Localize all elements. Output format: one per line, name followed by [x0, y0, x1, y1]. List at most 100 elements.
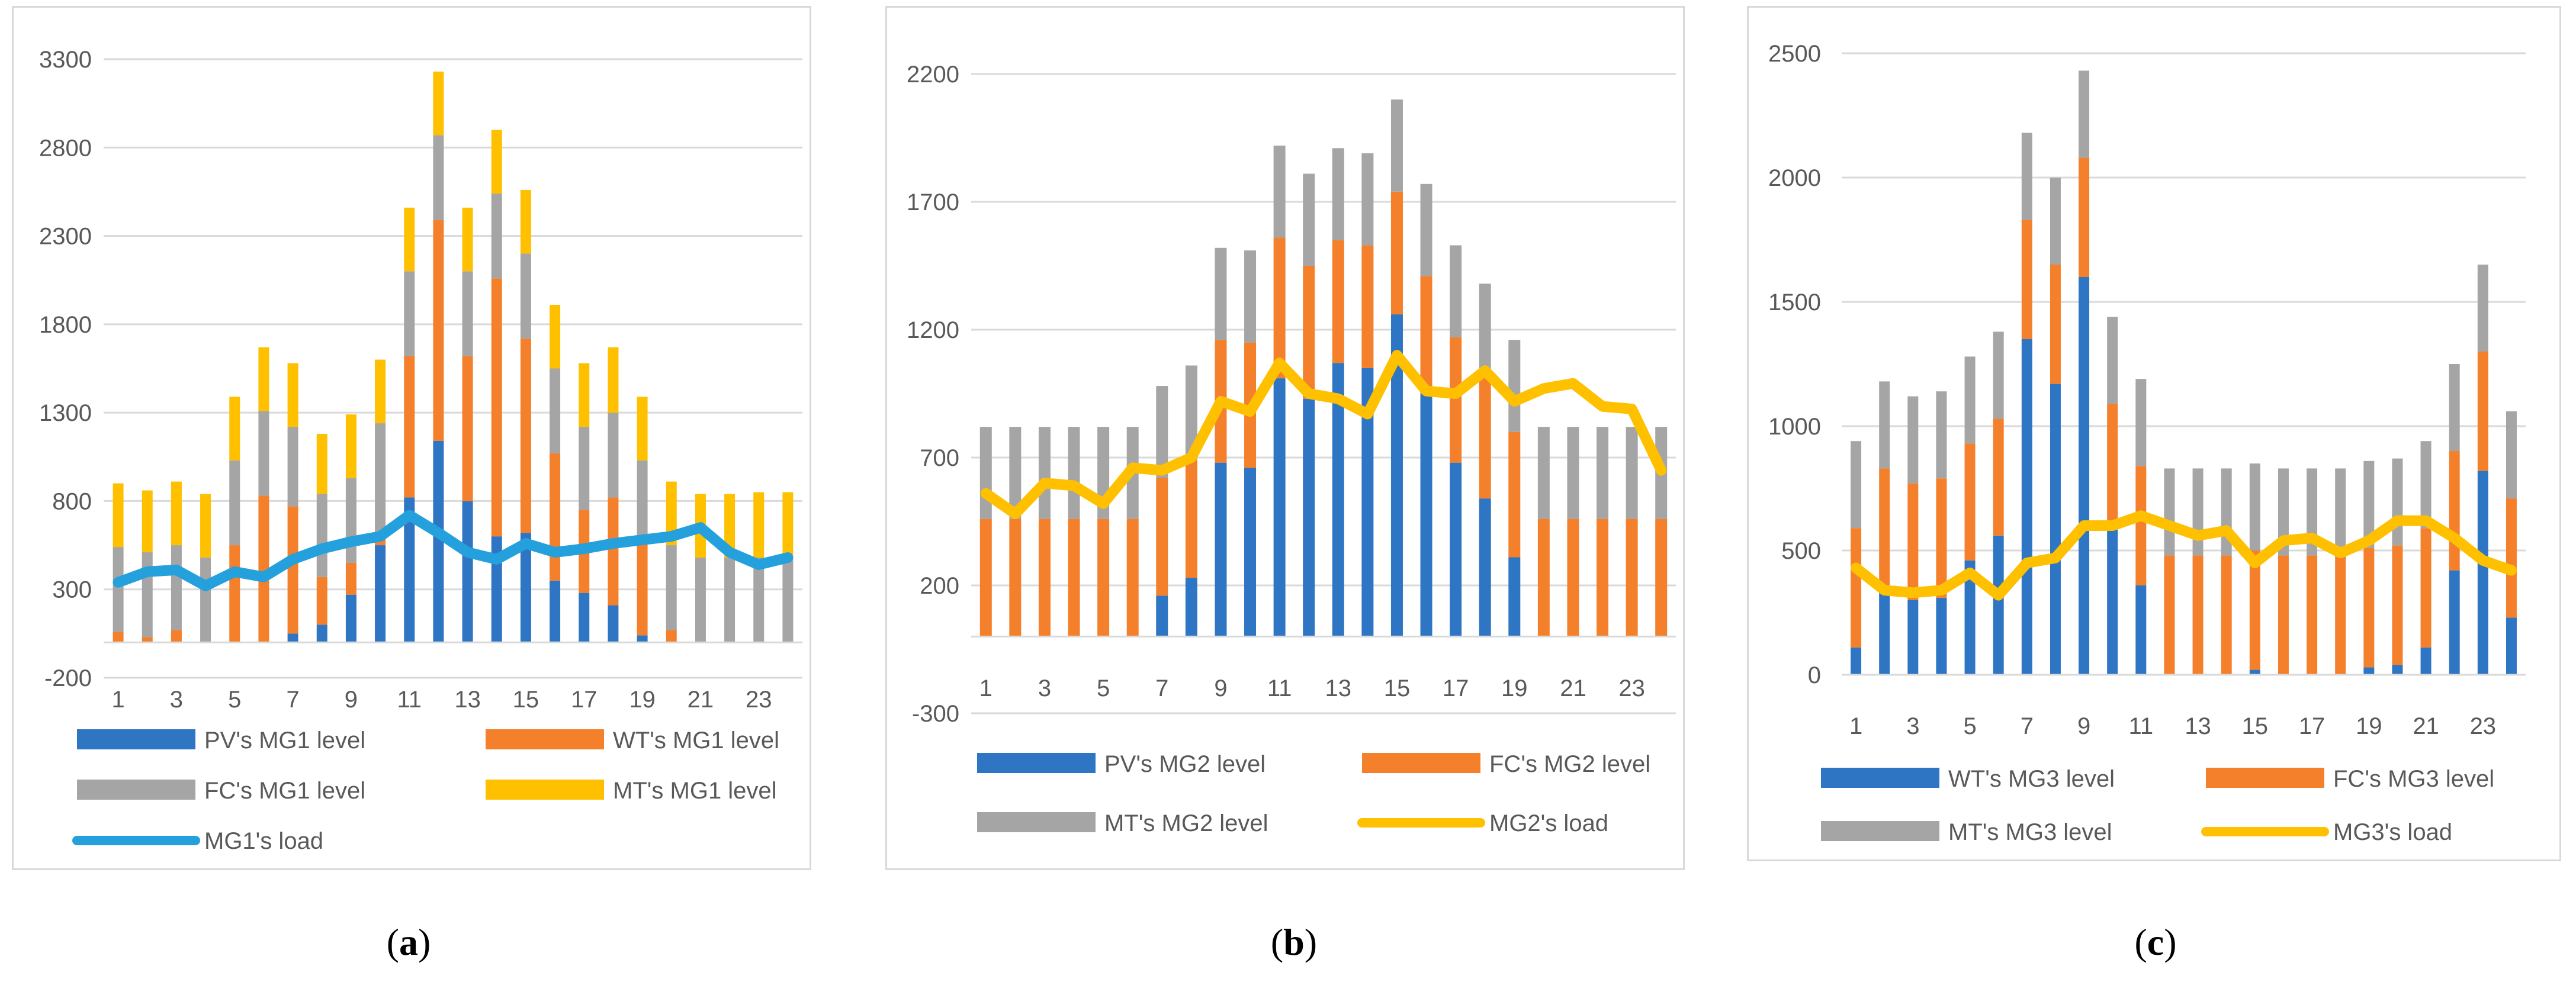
bar-mt-s-mg3-level: [2164, 468, 2175, 556]
x-tick-label: 15: [2242, 713, 2269, 739]
bar-mt-s-mg2-level: [1361, 153, 1374, 246]
bar-mt-s-mg2-level: [1332, 148, 1344, 240]
bar-mt-s-mg3-level: [1993, 331, 2004, 419]
bar-fc-s-mg3-level: [2335, 555, 2346, 675]
bar-fc-s-mg3-level: [2449, 451, 2460, 571]
bar-fc-s-mg2-level: [979, 519, 992, 637]
legend-swatch: [977, 753, 1096, 773]
bar-mt-s-mg1-level: [171, 481, 182, 546]
legend-label: MG2's load: [1489, 810, 1608, 836]
bar-fc-s-mg1-level: [404, 271, 415, 356]
bar-mt-s-mg2-level: [1567, 427, 1579, 519]
legend-label: MT's MG1 level: [613, 778, 777, 804]
bar-fc-s-mg3-level: [2278, 555, 2289, 675]
bar-fc-s-mg3-level: [1993, 418, 2004, 536]
bar-fc-s-mg3-level: [2249, 550, 2260, 670]
y-tick-label: 700: [920, 445, 959, 471]
bar-fc-s-mg3-level: [2392, 545, 2403, 665]
bar-pv-s-mg2-level: [1303, 398, 1315, 637]
bar-fc-s-mg2-level: [1097, 519, 1110, 637]
legend-item: MT's MG1 level: [486, 778, 777, 804]
legend-label: MG3's load: [2333, 819, 2452, 845]
x-tick-label: 7: [1155, 675, 1168, 701]
bar-wt-s-mg3-level: [2363, 667, 2375, 675]
bar-mt-s-mg3-level: [2278, 468, 2289, 556]
x-tick-label: 21: [688, 687, 714, 713]
bar-mt-s-mg2-level: [1068, 427, 1080, 519]
bar-fc-s-mg2-level: [1655, 519, 1668, 637]
caption-a-letter: a: [399, 921, 418, 963]
legend-label: WT's MG3 level: [1948, 766, 2115, 792]
bar-mt-s-mg3-level: [2392, 458, 2403, 546]
y-tick-label: -200: [44, 665, 92, 691]
x-tick-label: 9: [2077, 713, 2090, 739]
x-tick-label: 1: [111, 687, 124, 713]
bar-wt-s-mg3-level: [2107, 523, 2118, 675]
bar-fc-s-mg1-level: [579, 427, 590, 510]
bar-mt-s-mg2-level: [1479, 284, 1491, 376]
bar-mt-s-mg3-level: [2449, 364, 2460, 451]
legend-item: FC's MG1 level: [77, 778, 365, 804]
legend-item: FC's MG2 level: [1362, 751, 1650, 777]
bar-wt-s-mg3-level: [2449, 570, 2460, 675]
bar-fc-s-mg1-level: [142, 552, 153, 638]
bar-pv-s-mg2-level: [1420, 394, 1432, 637]
bar-fc-s-mg1-level: [113, 547, 124, 632]
caption-b-letter: b: [1283, 921, 1305, 963]
bar-mt-s-mg1-level: [345, 414, 356, 478]
bar-pv-s-mg1-level: [520, 533, 531, 643]
bar-fc-s-mg2-level: [1068, 519, 1080, 637]
legend-swatch: [1821, 821, 1939, 841]
x-tick-label: 3: [1038, 675, 1051, 701]
bar-fc-s-mg3-level: [2477, 352, 2488, 471]
bar-pv-s-mg2-level: [1390, 314, 1403, 637]
bar-mt-s-mg2-level: [1156, 386, 1168, 478]
bar-wt-s-mg1-level: [433, 220, 444, 441]
bar-fc-s-mg3-level: [2363, 548, 2375, 668]
bar-wt-s-mg3-level: [2506, 617, 2517, 675]
legend-label: PV's MG2 level: [1104, 751, 1265, 777]
y-tick-label: 200: [920, 573, 959, 599]
bar-fc-s-mg2-level: [1479, 375, 1491, 499]
bar-mt-s-mg1-level: [287, 363, 298, 427]
x-tick-label: 17: [571, 687, 598, 713]
bar-fc-s-mg2-level: [1626, 519, 1638, 637]
bar-fc-s-mg3-level: [2135, 466, 2147, 585]
bar-fc-s-mg2-level: [1038, 519, 1051, 637]
bar-fc-s-mg1-level: [316, 494, 327, 577]
bar-wt-s-mg3-level: [2249, 669, 2260, 675]
x-tick-label: 23: [1618, 675, 1645, 701]
bar-mt-s-mg1-level: [258, 347, 269, 411]
legend-swatch: [77, 729, 195, 749]
bar-wt-s-mg1-level: [550, 453, 561, 581]
bar-wt-s-mg1-level: [142, 637, 153, 643]
legend-item: MT's MG3 level: [1821, 819, 2112, 845]
bar-fc-s-mg2-level: [1597, 519, 1609, 637]
y-tick-label: 1000: [1768, 414, 1821, 440]
bar-fc-s-mg1-level: [345, 478, 356, 563]
bar-mt-s-mg3-level: [2477, 265, 2488, 352]
x-tick-label: 13: [2185, 713, 2211, 739]
bar-fc-s-mg3-level: [2107, 404, 2118, 523]
bar-fc-s-mg1-level: [753, 557, 765, 643]
legend-label: MT's MG2 level: [1104, 810, 1268, 836]
bar-fc-s-mg1-level: [550, 368, 561, 453]
bar-fc-s-mg3-level: [2221, 555, 2232, 675]
bar-wt-s-mg1-level: [666, 630, 677, 643]
x-tick-label: 5: [1097, 675, 1110, 701]
legend-label: FC's MG1 level: [204, 778, 365, 804]
bar-pv-s-mg2-level: [1185, 578, 1197, 637]
bar-fc-s-mg1-level: [666, 545, 677, 630]
caption-a: (a): [386, 921, 431, 963]
bar-pv-s-mg1-level: [316, 624, 327, 643]
legend-swatch: [977, 812, 1096, 832]
y-tick-label: 1300: [39, 400, 92, 426]
bar-wt-s-mg1-level: [113, 632, 124, 643]
bar-pv-s-mg1-level: [637, 635, 648, 643]
bar-mt-s-mg2-level: [1038, 427, 1051, 519]
bar-wt-s-mg1-level: [171, 630, 182, 643]
x-tick-label: 23: [746, 687, 772, 713]
y-tick-label: 2300: [39, 224, 92, 250]
